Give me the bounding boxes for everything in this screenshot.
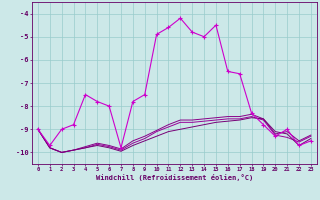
X-axis label: Windchill (Refroidissement éolien,°C): Windchill (Refroidissement éolien,°C) bbox=[96, 174, 253, 181]
